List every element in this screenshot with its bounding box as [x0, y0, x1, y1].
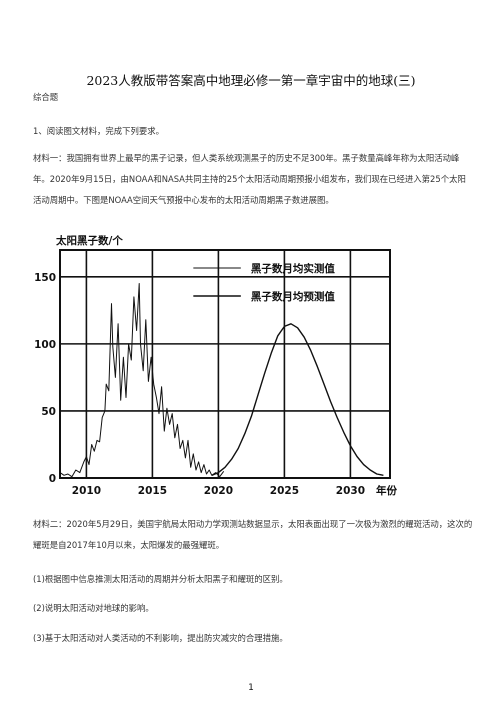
- y-tick-label: 150: [34, 272, 56, 284]
- observed-series-line: [59, 283, 225, 478]
- chart-lines: [59, 283, 384, 478]
- y-tick-label: 0: [49, 473, 56, 485]
- sunspot-chart: 2010 2015 2020 2025 2030 0 50 100 150 黑子数月均实测值黑子…: [34, 234, 397, 497]
- legend-label: 黑子数月均预测值: [251, 290, 335, 303]
- y-tick-label: 100: [34, 339, 56, 351]
- chart-grid: [60, 250, 390, 478]
- question-prompt: 1、阅读图文材料，完成下列要求。: [33, 126, 164, 136]
- chart-axes: [59, 249, 391, 479]
- material-one-paragraph: 材料一：我国拥有世界上最早的黑子记录，但人类系统观测黑子的历史不足300年。黑子…: [33, 153, 466, 205]
- material-two-paragraph: 材料二：2020年5月29日，美国宇航局太阳动力学观测站数据显示，太阳表面出现了…: [33, 519, 473, 550]
- question-3: (3)基于太阳活动对人类活动的不利影响，提出防灾减灾的合理措施。: [33, 633, 288, 643]
- chart-ticks: 2010 2015 2020 2025 2030 0 50 100 150: [34, 272, 365, 497]
- y-tick-label: 50: [41, 406, 56, 418]
- predicted-series-line: [211, 323, 384, 476]
- plot-frame: [59, 249, 391, 479]
- page-number: 1: [248, 683, 254, 693]
- section-heading: 综合题: [33, 92, 59, 102]
- x-tick-label: 2020: [204, 485, 233, 497]
- x-axis-label: 年份: [376, 484, 397, 497]
- x-tick-label: 2015: [138, 485, 167, 497]
- x-tick-label: 2030: [336, 485, 365, 497]
- question-2: (2)说明太阳活动对地球的影响。: [33, 603, 154, 613]
- x-tick-label: 2010: [72, 485, 101, 497]
- question-1: (1)根据图中信息推测太阳活动的周期并分析太阳黑子和耀斑的区别。: [33, 574, 288, 584]
- x-tick-label: 2025: [270, 485, 299, 497]
- legend-label: 黑子数月均实测值: [251, 262, 335, 275]
- y-axis-label: 太阳黑子数/个: [55, 234, 123, 247]
- page-title: 2023人教版带答案高中地理必修一第一章宇宙中的地球(三): [86, 73, 416, 88]
